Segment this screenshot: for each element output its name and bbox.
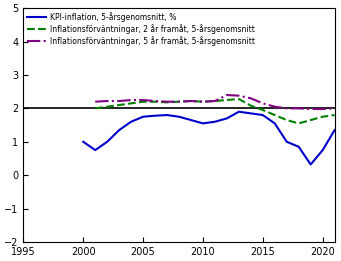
Inflationsförväntningar, 2 år framåt, 5-årsgenomsnitt: [153, 100, 157, 103]
Inflationsförväntningar, 2 år framåt, 5-årsgenomsnitt: [273, 114, 277, 117]
Inflationsförväntningar, 5 år framåt, 5-årsgenomsnitt: [213, 99, 217, 103]
KPI-inflation, 5-årsgenomsnitt, %: [285, 140, 289, 143]
Inflationsförväntningar, 2 år framåt, 5-årsgenomsnitt: [225, 98, 229, 102]
Inflationsförväntningar, 5 år framåt, 5-årsgenomsnitt: [249, 97, 253, 100]
KPI-inflation, 5-årsgenomsnitt, %: [261, 114, 265, 117]
Inflationsförväntningar, 2 år framåt, 5-årsgenomsnitt: [285, 118, 289, 122]
Inflationsförväntningar, 2 år framåt, 5-årsgenomsnitt: [332, 114, 337, 117]
Inflationsförväntningar, 5 år framåt, 5-årsgenomsnitt: [141, 98, 145, 102]
KPI-inflation, 5-årsgenomsnitt, %: [117, 128, 121, 132]
KPI-inflation, 5-årsgenomsnitt, %: [309, 163, 313, 166]
Inflationsförväntningar, 2 år framåt, 5-årsgenomsnitt: [177, 100, 181, 103]
KPI-inflation, 5-årsgenomsnitt, %: [81, 140, 85, 143]
KPI-inflation, 5-årsgenomsnitt, %: [105, 140, 109, 143]
KPI-inflation, 5-årsgenomsnitt, %: [153, 114, 157, 117]
KPI-inflation, 5-årsgenomsnitt, %: [297, 145, 301, 148]
KPI-inflation, 5-årsgenomsnitt, %: [165, 114, 169, 117]
Inflationsförväntningar, 5 år framåt, 5-årsgenomsnitt: [165, 100, 169, 103]
Inflationsförväntningar, 5 år framåt, 5-årsgenomsnitt: [93, 100, 97, 103]
Inflationsförväntningar, 5 år framåt, 5-årsgenomsnitt: [117, 99, 121, 103]
Inflationsförväntningar, 5 år framåt, 5-årsgenomsnitt: [129, 98, 133, 102]
Inflationsförväntningar, 2 år framåt, 5-årsgenomsnitt: [117, 103, 121, 106]
Inflationsförväntningar, 2 år framåt, 5-årsgenomsnitt: [261, 109, 265, 112]
Inflationsförväntningar, 2 år framåt, 5-årsgenomsnitt: [105, 105, 109, 108]
Inflationsförväntningar, 2 år framåt, 5-årsgenomsnitt: [309, 118, 313, 122]
Line: Inflationsförväntningar, 2 år framåt, 5-årsgenomsnitt: Inflationsförväntningar, 2 år framåt, 5-…: [95, 99, 335, 123]
Inflationsförväntningar, 2 år framåt, 5-årsgenomsnitt: [189, 99, 193, 103]
KPI-inflation, 5-årsgenomsnitt, %: [237, 110, 241, 113]
KPI-inflation, 5-årsgenomsnitt, %: [141, 115, 145, 118]
Inflationsförväntningar, 2 år framåt, 5-årsgenomsnitt: [237, 97, 241, 100]
KPI-inflation, 5-årsgenomsnitt, %: [93, 149, 97, 152]
Inflationsförväntningar, 5 år framåt, 5-årsgenomsnitt: [321, 108, 325, 111]
Inflationsförväntningar, 2 år framåt, 5-årsgenomsnitt: [93, 107, 97, 110]
Inflationsförväntningar, 5 år framåt, 5-årsgenomsnitt: [309, 108, 313, 111]
Inflationsförväntningar, 2 år framåt, 5-årsgenomsnitt: [201, 100, 205, 103]
Inflationsförväntningar, 2 år framåt, 5-årsgenomsnitt: [165, 101, 169, 104]
KPI-inflation, 5-årsgenomsnitt, %: [177, 115, 181, 118]
Inflationsförväntningar, 5 år framåt, 5-årsgenomsnitt: [105, 99, 109, 103]
KPI-inflation, 5-årsgenomsnitt, %: [273, 122, 277, 125]
Inflationsförväntningar, 2 år framåt, 5-årsgenomsnitt: [129, 102, 133, 105]
Line: KPI-inflation, 5-årsgenomsnitt, %: KPI-inflation, 5-årsgenomsnitt, %: [83, 112, 335, 164]
Inflationsförväntningar, 2 år framåt, 5-årsgenomsnitt: [213, 99, 217, 103]
Inflationsförväntningar, 2 år framåt, 5-årsgenomsnitt: [297, 122, 301, 125]
Inflationsförväntningar, 5 år framåt, 5-årsgenomsnitt: [261, 102, 265, 105]
Inflationsförväntningar, 5 år framåt, 5-årsgenomsnitt: [332, 107, 337, 110]
KPI-inflation, 5-årsgenomsnitt, %: [225, 117, 229, 120]
Inflationsförväntningar, 5 år framåt, 5-årsgenomsnitt: [201, 100, 205, 103]
Inflationsförväntningar, 5 år framåt, 5-årsgenomsnitt: [273, 105, 277, 108]
Inflationsförväntningar, 5 år framåt, 5-årsgenomsnitt: [237, 94, 241, 97]
Line: Inflationsförväntningar, 5 år framåt, 5-årsgenomsnitt: Inflationsförväntningar, 5 år framåt, 5-…: [95, 95, 335, 109]
Legend: KPI-inflation, 5-årsgenomsnitt, %, Inflationsförväntningar, 2 år framåt, 5-årsge: KPI-inflation, 5-årsgenomsnitt, %, Infla…: [26, 10, 257, 48]
Inflationsförväntningar, 5 år framåt, 5-årsgenomsnitt: [285, 107, 289, 110]
KPI-inflation, 5-årsgenomsnitt, %: [201, 122, 205, 125]
Inflationsförväntningar, 5 år framåt, 5-årsgenomsnitt: [225, 93, 229, 97]
Inflationsförväntningar, 5 år framåt, 5-årsgenomsnitt: [177, 100, 181, 103]
KPI-inflation, 5-årsgenomsnitt, %: [189, 118, 193, 122]
Inflationsförväntningar, 5 år framåt, 5-årsgenomsnitt: [189, 99, 193, 103]
Inflationsförväntningar, 2 år framåt, 5-årsgenomsnitt: [321, 115, 325, 118]
Inflationsförväntningar, 5 år framåt, 5-årsgenomsnitt: [153, 99, 157, 103]
KPI-inflation, 5-årsgenomsnitt, %: [332, 128, 337, 132]
KPI-inflation, 5-årsgenomsnitt, %: [249, 112, 253, 115]
Inflationsförväntningar, 2 år framåt, 5-årsgenomsnitt: [141, 100, 145, 103]
KPI-inflation, 5-årsgenomsnitt, %: [213, 120, 217, 123]
Inflationsförväntningar, 5 år framåt, 5-årsgenomsnitt: [297, 107, 301, 110]
KPI-inflation, 5-årsgenomsnitt, %: [129, 120, 133, 123]
Inflationsförväntningar, 2 år framåt, 5-årsgenomsnitt: [249, 104, 253, 107]
KPI-inflation, 5-årsgenomsnitt, %: [321, 149, 325, 152]
